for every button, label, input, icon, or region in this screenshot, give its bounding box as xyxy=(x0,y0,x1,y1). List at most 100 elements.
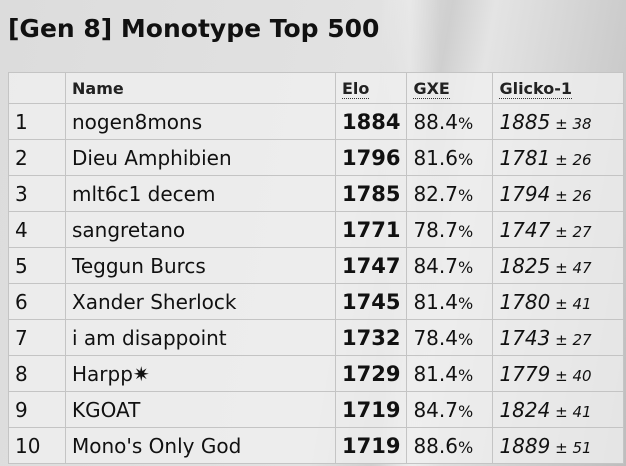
rank-cell: 8 xyxy=(8,355,66,392)
player-name-link[interactable]: Mono's Only God xyxy=(65,427,336,464)
glicko-rating: 1794 xyxy=(499,181,551,206)
gxe-value: 78.7 xyxy=(413,217,458,242)
plus-minus-sign: ± xyxy=(555,366,568,385)
plus-minus-sign: ± xyxy=(555,222,568,241)
glicko-cell: 1889 ± 51 xyxy=(492,427,625,464)
gxe-value: 84.7 xyxy=(413,253,458,278)
gxe-value: 81.4 xyxy=(413,289,458,314)
glicko-rating: 1889 xyxy=(499,433,551,458)
page-title: [Gen 8] Monotype Top 500 xyxy=(8,14,380,43)
glicko-deviation: 26 xyxy=(572,150,592,169)
percent-sign: % xyxy=(457,257,474,277)
player-name-link[interactable]: mlt6c1 decem xyxy=(65,175,336,212)
elo-cell: 1719 xyxy=(334,427,408,464)
gxe-cell: 81.6% xyxy=(406,139,494,176)
glicko-deviation: 27 xyxy=(572,330,592,349)
table-row: 4 sangretano 1771 78.7% 1747 ± 27 xyxy=(8,211,625,248)
header-gxe[interactable]: GXE xyxy=(406,72,494,104)
percent-sign: % xyxy=(457,437,474,457)
glicko-rating: 1825 xyxy=(499,253,551,278)
plus-minus-sign: ± xyxy=(555,186,568,205)
table-row: 3 mlt6c1 decem 1785 82.7% 1794 ± 26 xyxy=(8,175,625,212)
plus-minus-sign: ± xyxy=(555,330,568,349)
header-rank xyxy=(8,72,66,104)
player-name-link[interactable]: Dieu Amphibien xyxy=(65,139,336,176)
percent-sign: % xyxy=(457,185,474,205)
glicko-deviation: 26 xyxy=(572,186,592,205)
percent-sign: % xyxy=(457,365,474,385)
table-header-row: Name Elo GXE Glicko-1 xyxy=(8,72,625,104)
player-name-link[interactable]: KGOAT xyxy=(65,391,336,428)
table-row: 2 Dieu Amphibien 1796 81.6% 1781 ± 26 xyxy=(8,139,625,176)
gxe-cell: 88.6% xyxy=(406,427,494,464)
gxe-cell: 88.4% xyxy=(406,103,494,140)
elo-cell: 1747 xyxy=(334,247,408,284)
elo-cell: 1796 xyxy=(334,139,408,176)
table-row: 8 Harpp✷ 1729 81.4% 1779 ± 40 xyxy=(8,355,625,392)
glicko-deviation: 51 xyxy=(572,438,592,457)
table-row: 10 Mono's Only God 1719 88.6% 1889 ± 51 xyxy=(8,427,625,464)
elo-cell: 1732 xyxy=(334,319,408,356)
rank-cell: 9 xyxy=(8,391,66,428)
rank-cell: 6 xyxy=(8,283,66,320)
glicko-deviation: 40 xyxy=(572,366,592,385)
sort-glicko-link[interactable]: Glicko-1 xyxy=(499,78,573,99)
rank-cell: 1 xyxy=(8,103,66,140)
rank-cell: 10 xyxy=(8,427,66,464)
plus-minus-sign: ± xyxy=(555,294,568,313)
glicko-rating: 1743 xyxy=(499,325,551,350)
table-row: 5 Teggun Burcs 1747 84.7% 1825 ± 47 xyxy=(8,247,625,284)
gxe-cell: 78.4% xyxy=(406,319,494,356)
elo-cell: 1729 xyxy=(334,355,408,392)
player-name-link[interactable]: nogen8mons xyxy=(65,103,336,140)
glicko-cell: 1824 ± 41 xyxy=(492,391,625,428)
header-elo[interactable]: Elo xyxy=(334,72,408,104)
gxe-value: 82.7 xyxy=(413,181,458,206)
glicko-deviation: 27 xyxy=(572,222,592,241)
elo-cell: 1785 xyxy=(334,175,408,212)
glicko-cell: 1885 ± 38 xyxy=(492,103,625,140)
plus-minus-sign: ± xyxy=(555,258,568,277)
gxe-cell: 84.7% xyxy=(406,247,494,284)
elo-cell: 1745 xyxy=(334,283,408,320)
glicko-deviation: 47 xyxy=(572,258,592,277)
table-row: 6 Xander Sherlock 1745 81.4% 1780 ± 41 xyxy=(8,283,625,320)
rank-cell: 7 xyxy=(8,319,66,356)
sort-gxe-link[interactable]: GXE xyxy=(413,78,450,99)
plus-minus-sign: ± xyxy=(555,402,568,421)
player-name-link[interactable]: Harpp✷ xyxy=(65,355,336,392)
gxe-value: 88.6 xyxy=(413,433,458,458)
player-name-link[interactable]: Teggun Burcs xyxy=(65,247,336,284)
rank-cell: 2 xyxy=(8,139,66,176)
gxe-value: 88.4 xyxy=(413,109,458,134)
gxe-cell: 81.4% xyxy=(406,283,494,320)
glicko-deviation: 38 xyxy=(572,114,592,133)
player-name-link[interactable]: i am disappoint xyxy=(65,319,336,356)
percent-sign: % xyxy=(457,221,474,241)
glicko-cell: 1743 ± 27 xyxy=(492,319,625,356)
header-name-label: Name xyxy=(72,78,124,98)
player-name-link[interactable]: sangretano xyxy=(65,211,336,248)
gxe-cell: 78.7% xyxy=(406,211,494,248)
percent-sign: % xyxy=(457,113,474,133)
gxe-value: 81.4 xyxy=(413,361,458,386)
rank-cell: 5 xyxy=(8,247,66,284)
percent-sign: % xyxy=(457,149,474,169)
ladder-body: 1 nogen8mons 1884 88.4% 1885 ± 38 2 Dieu Amphi… xyxy=(8,103,625,464)
glicko-cell: 1747 ± 27 xyxy=(492,211,625,248)
plus-minus-sign: ± xyxy=(555,150,568,169)
glicko-cell: 1779 ± 40 xyxy=(492,355,625,392)
glicko-rating: 1781 xyxy=(499,145,551,170)
sort-elo-link[interactable]: Elo xyxy=(342,78,370,99)
glicko-rating: 1885 xyxy=(499,109,551,134)
rank-cell: 4 xyxy=(8,211,66,248)
table-row: 1 nogen8mons 1884 88.4% 1885 ± 38 xyxy=(8,103,625,140)
header-glicko[interactable]: Glicko-1 xyxy=(492,72,625,104)
ladder-table: Name Elo GXE Glicko-1 1 nogen8mons 1884 88.… xyxy=(8,72,625,464)
glicko-cell: 1794 ± 26 xyxy=(492,175,625,212)
percent-sign: % xyxy=(457,293,474,313)
gxe-cell: 82.7% xyxy=(406,175,494,212)
percent-sign: % xyxy=(457,329,474,349)
player-name-link[interactable]: Xander Sherlock xyxy=(65,283,336,320)
